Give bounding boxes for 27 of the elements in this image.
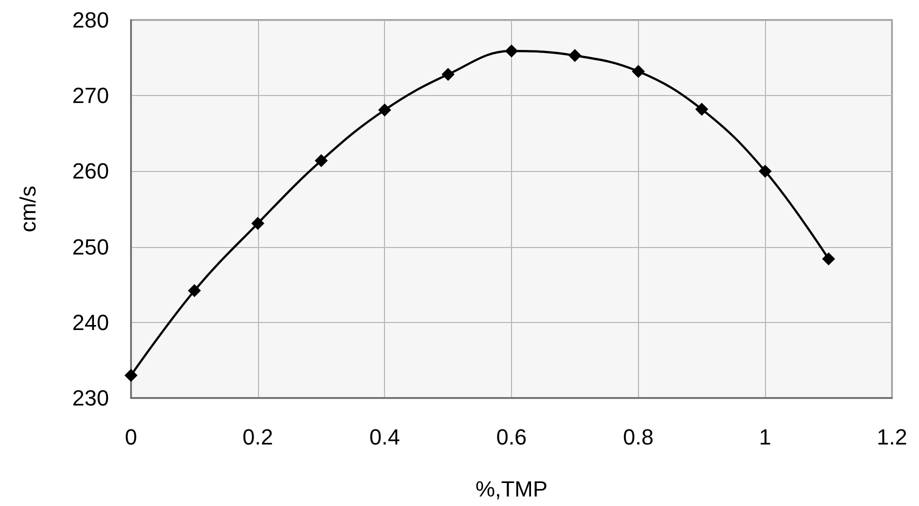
y-tick-label: 230 xyxy=(72,386,109,410)
x-tick-label: 0.8 xyxy=(623,424,654,450)
point xyxy=(442,68,455,81)
x-tick-label: 1 xyxy=(759,424,772,450)
x-tick-label: 0 xyxy=(124,424,138,450)
x-tick-label: 0.4 xyxy=(369,424,400,450)
point xyxy=(314,154,328,168)
y-axis-title: cm/s xyxy=(16,186,40,232)
point xyxy=(568,49,582,62)
point xyxy=(758,164,772,178)
y-tick-label: 280 xyxy=(72,8,109,32)
point xyxy=(378,103,392,116)
point xyxy=(632,64,645,78)
y-tick-label: 270 xyxy=(72,83,109,108)
point xyxy=(124,368,138,382)
x-tick-label: 1.2 xyxy=(876,424,908,450)
point xyxy=(251,216,264,230)
point xyxy=(822,252,836,266)
point xyxy=(188,284,201,298)
point xyxy=(695,102,708,116)
x-tick-label: 0.6 xyxy=(496,424,527,450)
x-tick-label: 0.2 xyxy=(242,424,274,450)
y-tick-label: 240 xyxy=(72,310,109,335)
point xyxy=(505,44,518,58)
y-tick-label: 260 xyxy=(72,158,109,184)
y-tick-label: 250 xyxy=(72,234,109,260)
x-axis-title: %,TMP xyxy=(475,476,548,502)
